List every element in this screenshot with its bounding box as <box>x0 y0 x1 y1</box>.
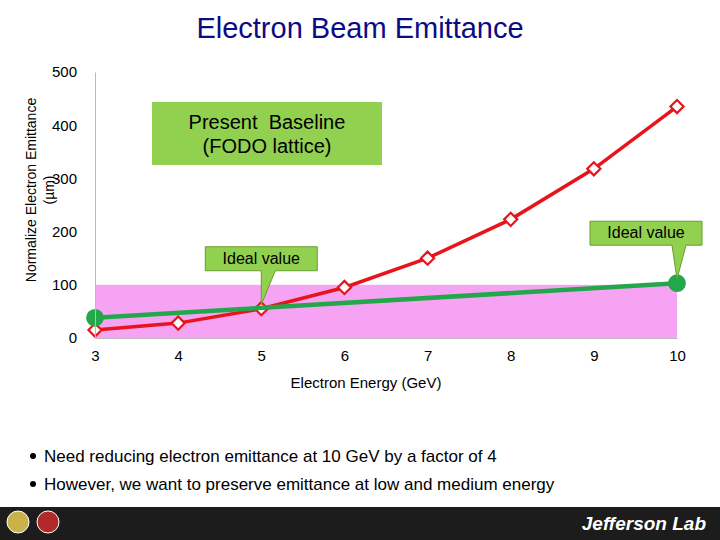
y-tick: 100 <box>52 276 95 293</box>
annotation-label: Ideal value <box>607 224 684 241</box>
x-tick-label: 7 <box>424 347 432 364</box>
axis-line <box>95 73 96 339</box>
plot-area <box>87 100 685 338</box>
x-tick: 10 <box>669 338 686 364</box>
x-tick-label: 8 <box>507 347 515 364</box>
series-marker <box>670 100 683 113</box>
annotation: Ideal value <box>590 221 702 279</box>
series-marker <box>421 252 434 265</box>
annotation-callout <box>590 221 702 279</box>
bullet-text: Need reducing electron emittance at 10 G… <box>44 447 497 466</box>
x-tick: 6 <box>341 338 349 364</box>
y-tick-label: 100 <box>52 276 77 293</box>
series-marker <box>338 281 351 294</box>
y-tick: 500 <box>52 63 95 80</box>
footer-text: Jefferson Lab <box>582 513 707 534</box>
y-axis-title: Normalize Electron Emittance(µm) <box>23 98 57 283</box>
axis-line <box>96 338 678 339</box>
bullet-text: However, we want to preserve emittance a… <box>44 475 555 494</box>
x-tick: 7 <box>424 338 432 364</box>
footer: Jefferson Lab <box>0 507 720 540</box>
y-tick: 200 <box>52 223 95 240</box>
x-axis-title: Electron Energy (GeV) <box>291 374 442 391</box>
series-marker <box>587 162 600 175</box>
y-tick-label: 500 <box>52 63 77 80</box>
legend-label: Present Baseline(FODO lattice) <box>189 111 346 157</box>
title: Electron Beam Emittance <box>196 12 523 44</box>
annotation-label: Ideal value <box>223 250 300 267</box>
x-tick-label: 9 <box>590 347 598 364</box>
y-tick: 400 <box>52 117 95 134</box>
y-tick-label: 0 <box>69 329 77 346</box>
x-tick: 5 <box>258 338 266 364</box>
y-tick: 300 <box>52 170 95 187</box>
x-tick: 3 <box>91 338 99 364</box>
y-tick: 0 <box>69 329 95 346</box>
series-marker <box>172 317 185 330</box>
y-axis: 0 100 200 300 400 500 <box>52 63 96 346</box>
x-tick-label: 4 <box>174 347 182 364</box>
footer-logo <box>7 511 29 533</box>
bullet-dot <box>30 453 36 459</box>
bullet-dot <box>30 481 36 487</box>
x-tick: 8 <box>507 338 515 364</box>
x-tick-label: 5 <box>258 347 266 364</box>
x-tick-label: 6 <box>341 347 349 364</box>
x-tick-label: 3 <box>91 347 99 364</box>
x-axis: 3 4 5 6 7 8 9 10 <box>91 338 686 364</box>
x-tick: 9 <box>590 338 598 364</box>
annotation: Ideal value <box>205 247 317 305</box>
series-marker <box>504 213 517 226</box>
chart: Electron Beam Emittance34567891001002003… <box>0 0 720 540</box>
legend: Present Baseline(FODO lattice) <box>152 102 382 165</box>
series-line <box>95 283 677 318</box>
footer-bar <box>0 507 720 540</box>
annotation-callout <box>205 247 317 305</box>
y-tick-label: 200 <box>52 223 77 240</box>
x-tick: 4 <box>174 338 182 364</box>
y-tick-label: 400 <box>52 117 77 134</box>
x-tick-label: 10 <box>669 347 686 364</box>
legend-box <box>152 102 382 165</box>
footer-logo <box>37 511 59 533</box>
